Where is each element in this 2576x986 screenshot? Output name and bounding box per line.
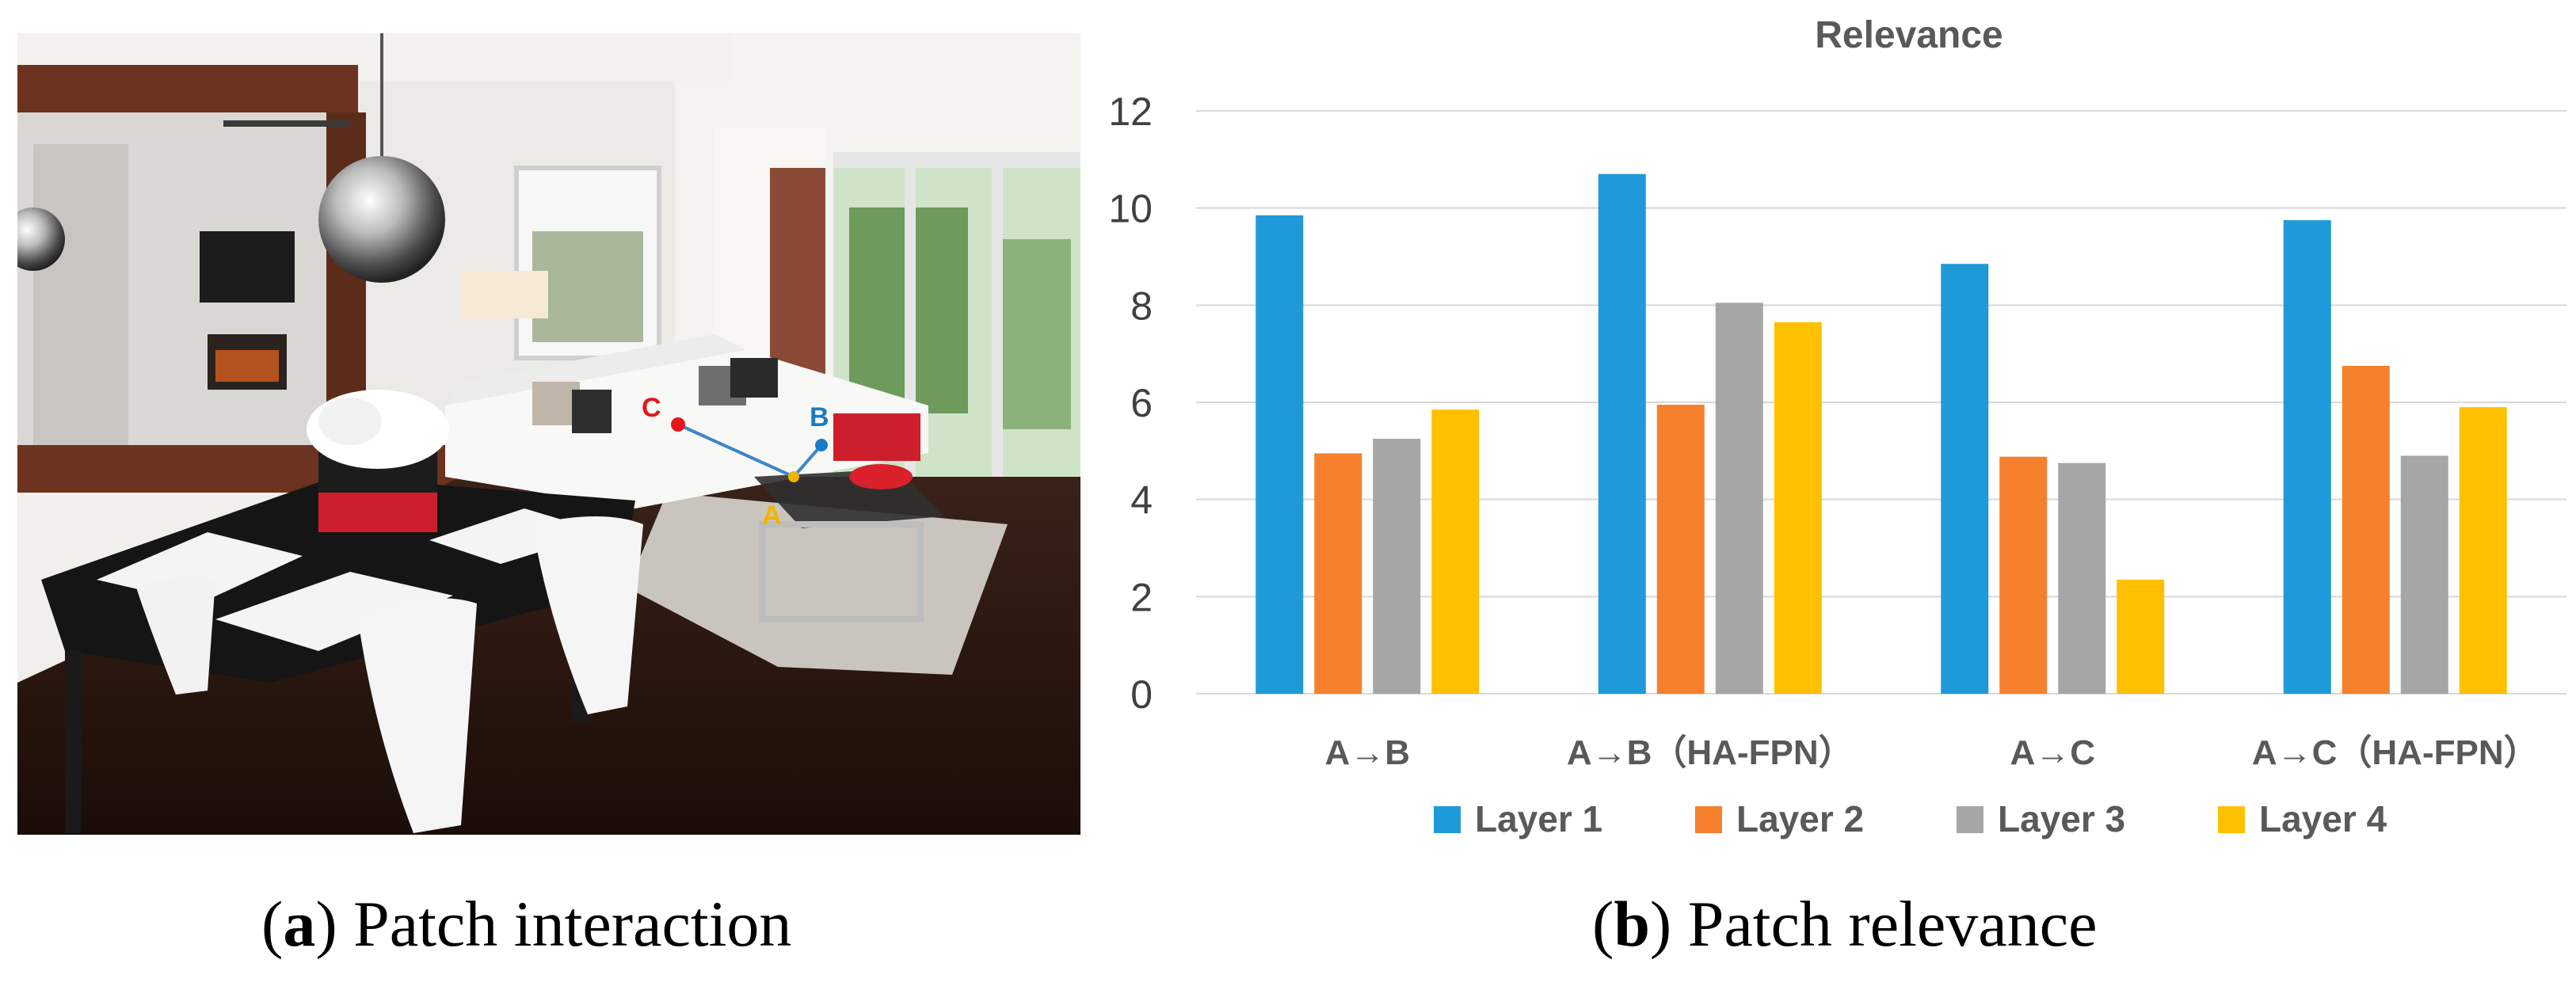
y-tick-label: 12 xyxy=(1108,89,1153,134)
bar xyxy=(1656,405,1705,694)
point-c-marker xyxy=(671,417,685,432)
legend-label: Layer 4 xyxy=(2259,798,2387,839)
legend-swatch xyxy=(1434,806,1461,833)
point-c-label: C xyxy=(642,393,661,423)
caption-a-letter: a xyxy=(283,888,316,960)
point-b-marker xyxy=(815,439,828,451)
bar xyxy=(2459,407,2507,694)
caption-b-letter: b xyxy=(1614,888,1650,960)
bar xyxy=(1598,173,1646,694)
x-category-label: A→C xyxy=(2010,733,2095,772)
caption-a-text: Patch interaction xyxy=(337,888,792,960)
y-tick-label: 10 xyxy=(1108,187,1153,231)
point-b-label: B xyxy=(810,402,829,432)
y-tick-label: 4 xyxy=(1130,478,1153,523)
legend-swatch xyxy=(1957,806,1983,833)
bar xyxy=(1715,303,1763,694)
bar xyxy=(1774,322,1822,694)
bar xyxy=(2058,463,2106,694)
bar xyxy=(1431,409,1480,694)
legend-swatch xyxy=(2218,806,2245,833)
caption-patch-interaction: (a) Patch interaction xyxy=(261,888,792,960)
bar xyxy=(1256,215,1304,694)
bar xyxy=(2342,366,2390,694)
bar xyxy=(1373,439,1421,694)
legend-label: Layer 3 xyxy=(1998,798,2125,839)
link-a-c xyxy=(677,423,795,478)
caption-b-text: Patch relevance xyxy=(1671,888,2098,960)
legend: Layer 1 Layer 2 Layer 3 Layer 4 xyxy=(1434,798,2387,839)
legend-label: Layer 2 xyxy=(1736,798,1864,839)
relevance-bar-chart: Relevance 0 2 4 6 8 10 12 A→B A→B（HA-FPN） A→C A→C… xyxy=(1108,14,2566,839)
bar xyxy=(1999,456,2048,694)
bar xyxy=(2117,579,2165,694)
bar xyxy=(1941,264,1989,694)
link-a-b xyxy=(792,444,823,478)
y-axis-ticks: 0 2 4 6 8 10 12 xyxy=(1108,89,1153,717)
y-tick-label: 2 xyxy=(1130,575,1153,619)
bar xyxy=(1314,453,1362,694)
bar xyxy=(2283,220,2331,694)
legend-swatch xyxy=(1695,806,1722,833)
legend-label: Layer 1 xyxy=(1475,798,1602,839)
y-tick-label: 6 xyxy=(1130,381,1153,425)
y-tick-label: 0 xyxy=(1130,672,1153,717)
interior-photo: A B C xyxy=(17,33,1080,835)
point-a-marker xyxy=(788,471,799,482)
y-tick-label: 8 xyxy=(1130,284,1153,328)
bar xyxy=(2400,455,2448,694)
bars xyxy=(1256,173,2507,694)
x-category-label: A→C（HA-FPN） xyxy=(2252,733,2539,772)
x-axis-categories: A→B A→B（HA-FPN） A→C A→C（HA-FPN） xyxy=(1324,733,2538,772)
gridlines xyxy=(1196,110,2566,695)
caption-patch-relevance: (b) Patch relevance xyxy=(1592,888,2098,960)
x-category-label: A→B xyxy=(1324,733,1410,772)
point-a-label: A xyxy=(762,501,782,531)
x-category-label: A→B（HA-FPN） xyxy=(1567,733,1854,772)
chart-title: Relevance xyxy=(1815,14,2003,56)
